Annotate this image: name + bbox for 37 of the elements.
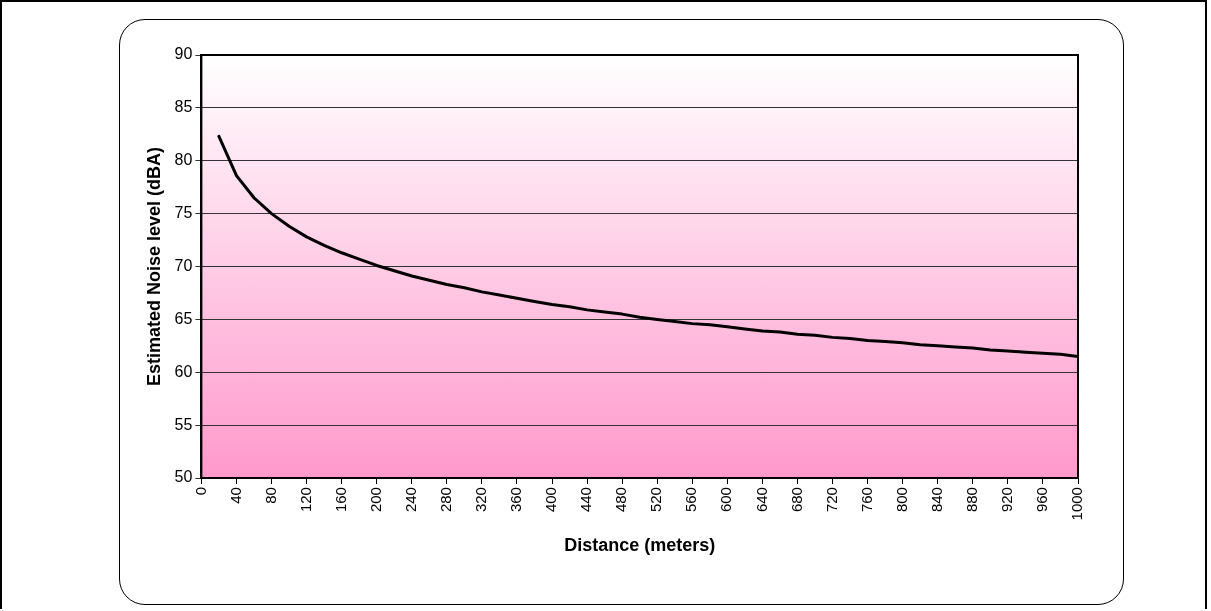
x-tick-label: 720 [822,487,840,513]
y-tick-label: 85 [174,98,193,116]
y-tick-label: 50 [174,468,193,486]
y-axis-title: Estimated Noise level (dBA) [143,146,164,387]
x-tick-label: 40 [226,487,244,504]
x-tick-label: 280 [436,487,454,513]
x-tick-label: 320 [472,487,490,513]
x-tick-label: 240 [401,487,419,513]
y-tick-label: 75 [174,204,193,222]
y-tick-label: 60 [174,362,193,380]
y-tick-label: 90 [174,45,193,63]
x-tick-label: 160 [331,487,349,513]
y-tick-label: 80 [174,151,193,169]
x-tick-label: 920 [998,487,1016,513]
x-tick-label: 680 [787,487,805,513]
x-axis-title: Distance (meters) [564,535,716,556]
y-tick-label: 70 [174,256,193,274]
x-tick-label: 440 [577,487,595,513]
x-tick-label: 80 [261,487,279,504]
y-tick-label: 55 [174,415,193,433]
x-tick-label: 760 [857,487,875,513]
x-tick-label: 120 [296,487,314,513]
x-tick-label: 480 [612,487,630,513]
x-tick-label: 640 [752,487,770,513]
x-tick-label: 0 [191,487,209,496]
x-tick-label: 600 [717,487,735,513]
x-tick-label: 880 [962,487,980,513]
x-tick-label: 800 [892,487,910,513]
x-tick-label: 360 [507,487,525,513]
x-tick-label: 520 [647,487,665,513]
x-tick-label: 840 [927,487,945,513]
y-tick-label: 65 [174,309,193,327]
x-tick-label: 200 [366,487,384,513]
x-tick-label: 1000 [1068,487,1086,521]
x-tick-label: 560 [682,487,700,513]
x-tick-label: 400 [542,487,560,513]
x-tick-label: 960 [1033,487,1051,513]
